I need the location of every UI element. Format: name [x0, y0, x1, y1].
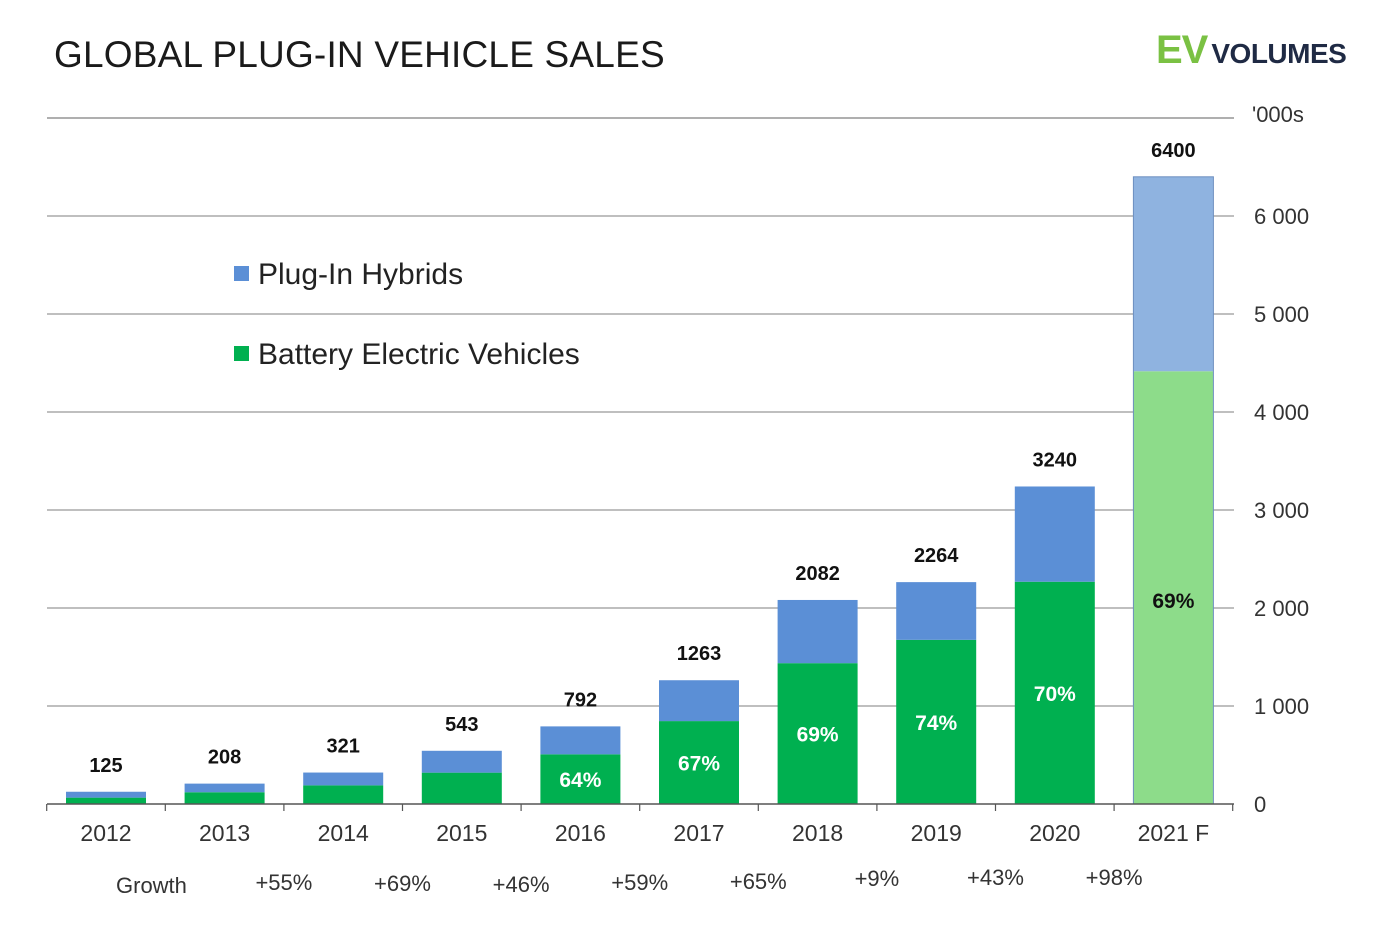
growth-value: +55% [255, 870, 312, 895]
bar-bev [1133, 371, 1214, 804]
bar-phev [896, 582, 977, 640]
axes: 0 1 000 2 000 3 000 4 000 5 000 6 000 2012 2013 2… [46, 204, 1309, 846]
bev-share-label: 64% [559, 769, 601, 792]
bar-phev [421, 750, 502, 773]
bar-bev [1014, 581, 1095, 804]
y-tick-label: 5 000 [1254, 302, 1309, 327]
bar-phev [303, 772, 384, 786]
bar-bev [777, 663, 858, 804]
bar-phev [1133, 176, 1214, 372]
bar-bev [896, 639, 977, 804]
bars [66, 176, 1214, 805]
bar-bev [421, 772, 502, 804]
legend-label-phev: Plug-In Hybrids [258, 258, 463, 291]
bev-share-label: 69% [1152, 590, 1194, 613]
logo-ev: EV [1156, 28, 1208, 72]
total-label: 2082 [795, 563, 840, 585]
x-tick-label: 2016 [555, 820, 606, 846]
x-tick-label: 2017 [673, 820, 724, 846]
legend-swatch-bev [234, 346, 249, 361]
growth-value: +46% [493, 872, 550, 897]
total-label: 321 [327, 736, 360, 758]
x-tick-label: 2012 [80, 820, 131, 846]
x-tick-label: 2021 F [1138, 820, 1210, 846]
x-tick-label: 2013 [199, 820, 250, 846]
x-tick-label: 2019 [911, 820, 962, 846]
total-label: 125 [89, 755, 122, 777]
x-tick-label: 2018 [792, 820, 843, 846]
total-label: 543 [445, 714, 478, 736]
y-tick-label: 0 [1254, 792, 1266, 817]
growth-value: +65% [730, 869, 787, 894]
bar-bev [540, 754, 621, 804]
total-label: 6400 [1151, 140, 1196, 162]
growth-value: +43% [967, 865, 1024, 890]
bar-phev [777, 599, 858, 664]
units-label: '000s [1252, 102, 1304, 127]
logo-volumes: VOLUMES [1211, 38, 1347, 69]
chart-title: GLOBAL PLUG-IN VEHICLE SALES [54, 34, 665, 75]
bar-bev [659, 721, 739, 804]
bar-phev [1014, 486, 1095, 582]
bar-phev [66, 791, 146, 798]
total-label: 792 [564, 689, 597, 711]
legend: Plug-In Hybrids Battery Electric Vehicle… [234, 258, 580, 371]
legend-swatch-phev [234, 266, 249, 281]
x-tick-label: 2015 [436, 820, 487, 846]
bev-share-label: 69% [797, 724, 839, 747]
bev-share-label: 67% [678, 753, 720, 776]
y-tick-label: 3 000 [1254, 498, 1309, 523]
y-tick-label: 2 000 [1254, 596, 1309, 621]
y-tick-label: 6 000 [1254, 204, 1309, 229]
x-tick-label: 2014 [318, 820, 369, 846]
y-tick-label: 4 000 [1254, 400, 1309, 425]
bar-bev [303, 785, 384, 804]
total-label: 3240 [1033, 449, 1078, 471]
y-tick-label: 1 000 [1254, 694, 1309, 719]
growth-label: Growth [116, 873, 187, 898]
growth-value: +69% [374, 871, 431, 896]
legend-label-bev: Battery Electric Vehicles [258, 338, 580, 371]
bar-bev [184, 792, 265, 804]
total-label: 2264 [914, 545, 959, 567]
bar-phev [540, 726, 621, 755]
growth-value: +98% [1086, 865, 1143, 890]
bev-share-label: 74% [915, 712, 957, 735]
total-label: 1263 [677, 643, 722, 665]
growth-value: +9% [855, 866, 900, 891]
bev-share-label: 70% [1034, 683, 1076, 706]
data-labels: 125 208 321 543 792 64% 1263 67% 2082 69% 2264 74% 3… [89, 140, 1195, 897]
bar-phev [184, 783, 265, 793]
x-tick-label: 2020 [1029, 820, 1080, 846]
growth-value: +59% [611, 870, 668, 895]
ev-volumes-logo: EV VOLUMES [1156, 28, 1347, 73]
total-label: 208 [208, 747, 241, 769]
bar-phev [659, 680, 739, 722]
bar-bev [66, 797, 146, 804]
